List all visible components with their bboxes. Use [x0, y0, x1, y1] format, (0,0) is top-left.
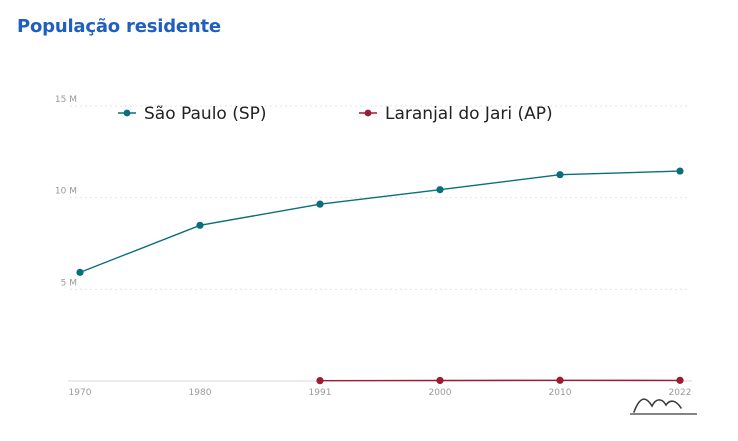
x-tick-label: 1970: [69, 388, 92, 398]
legend: São Paulo (SP) Laranjal do Jari (AP): [118, 104, 553, 124]
x-tick-label: 2000: [429, 388, 452, 398]
legend-label: São Paulo (SP): [144, 104, 267, 124]
x-axis: 1970 1980 1991 2000 2010 2022: [68, 380, 692, 398]
data-point[interactable]: [436, 186, 444, 194]
y-tick-label: 10 M: [55, 187, 77, 197]
data-point[interactable]: [316, 377, 324, 385]
data-point[interactable]: [316, 200, 324, 208]
chart-title: População residente: [17, 16, 221, 37]
y-tick-label: 15 M: [55, 95, 77, 105]
data-point[interactable]: [556, 376, 564, 384]
grid-lines: [70, 105, 690, 290]
x-tick-label: 1991: [309, 388, 332, 398]
legend-swatch-dot: [364, 109, 372, 117]
y-tick-label: 5 M: [61, 278, 77, 288]
data-point[interactable]: [76, 268, 84, 276]
data-point[interactable]: [676, 167, 684, 175]
data-point[interactable]: [676, 376, 684, 384]
mountain-logo-icon: [630, 398, 697, 415]
series-group: [76, 167, 684, 385]
series-line-0: [79, 170, 681, 274]
x-tick-label: 2022: [669, 388, 692, 398]
y-axis: 5 M 10 M 15 M: [55, 95, 77, 288]
x-tick-label: 1980: [189, 388, 212, 398]
data-point[interactable]: [196, 221, 204, 229]
legend-label: Laranjal do Jari (AP): [385, 104, 553, 124]
legend-swatch-dot: [123, 109, 131, 117]
x-tick-label: 2010: [549, 388, 572, 398]
data-point[interactable]: [436, 376, 444, 385]
data-point[interactable]: [556, 171, 564, 179]
